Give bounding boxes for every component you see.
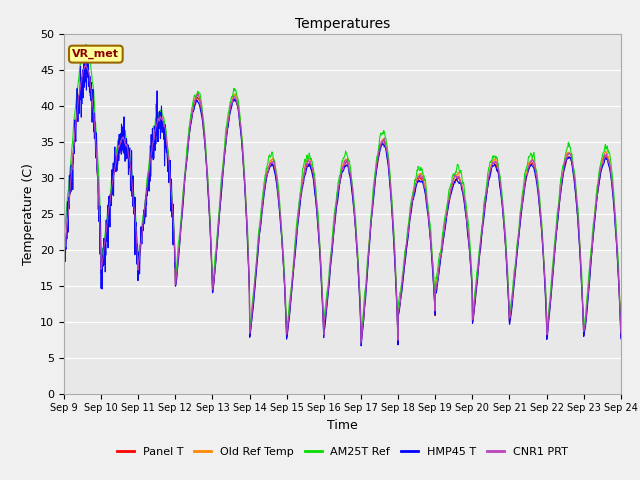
Legend: Panel T, Old Ref Temp, AM25T Ref, HMP45 T, CNR1 PRT: Panel T, Old Ref Temp, AM25T Ref, HMP45 … [113, 443, 572, 461]
Y-axis label: Temperature (C): Temperature (C) [22, 163, 35, 264]
Text: VR_met: VR_met [72, 49, 119, 59]
Title: Temperatures: Temperatures [295, 17, 390, 31]
X-axis label: Time: Time [327, 419, 358, 432]
